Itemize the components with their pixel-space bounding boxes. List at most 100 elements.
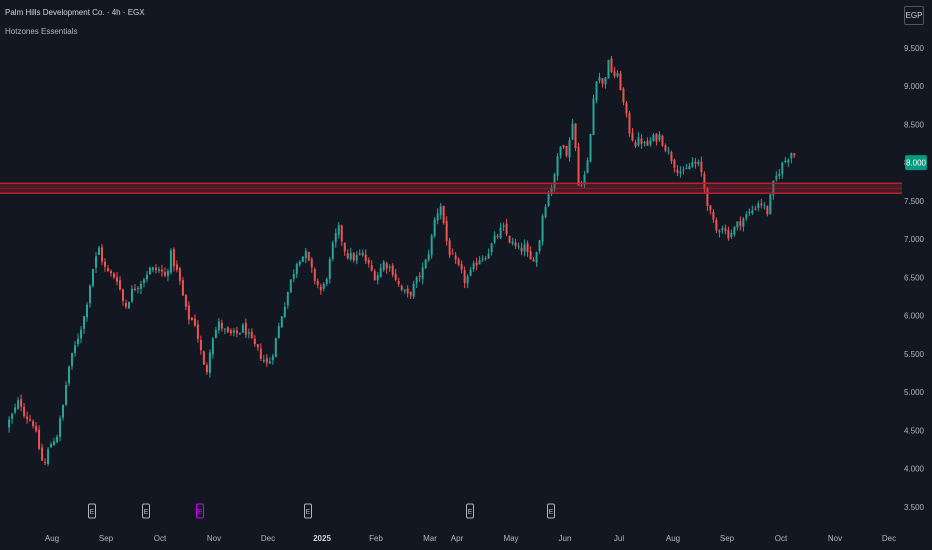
candle-body: [655, 133, 658, 142]
candle: [74, 340, 77, 357]
candle: [313, 267, 316, 285]
candle-body: [274, 338, 277, 357]
candle-body: [532, 259, 535, 262]
candle: [280, 315, 283, 329]
candle-body: [346, 253, 349, 259]
candle: [760, 199, 763, 209]
candle: [112, 272, 115, 280]
candle-body: [265, 358, 268, 363]
candle: [289, 279, 292, 294]
candle: [250, 328, 253, 339]
candle: [23, 402, 26, 419]
candle-body: [295, 263, 298, 274]
candle: [190, 316, 193, 321]
hotzone: [0, 182, 902, 194]
earnings-icon[interactable]: E: [142, 503, 150, 519]
candle: [442, 205, 445, 225]
candle-body: [589, 133, 592, 162]
candle: [44, 458, 47, 466]
candle: [265, 353, 268, 367]
candle-body: [32, 421, 35, 426]
candle: [724, 224, 727, 235]
candle-body: [391, 265, 394, 275]
candle-body: [244, 322, 247, 335]
candle: [766, 205, 769, 217]
y-tick-label: 4.500: [904, 426, 925, 435]
chart-title: Palm Hills Development Co. · 4h · EGX: [5, 8, 145, 17]
earnings-icon[interactable]: E: [88, 503, 96, 519]
candle-body: [703, 173, 706, 190]
candle: [274, 337, 277, 358]
candle-body: [193, 318, 196, 326]
candle-body: [334, 233, 337, 243]
candle-body: [709, 205, 712, 211]
candle-body: [205, 365, 208, 373]
candle: [631, 128, 634, 142]
candle: [544, 204, 547, 219]
candle-body: [104, 261, 107, 267]
earnings-icon[interactable]: E: [547, 503, 555, 519]
candle-body: [535, 252, 538, 263]
candle-body: [367, 259, 370, 264]
svg-text:E: E: [144, 509, 149, 516]
candle-body: [586, 160, 589, 174]
x-tick-label: Oct: [775, 534, 788, 543]
candle-body: [68, 366, 71, 384]
candle-body: [175, 264, 178, 270]
candle: [598, 72, 601, 84]
candle: [619, 70, 622, 91]
candle: [50, 441, 53, 448]
candle-body: [430, 235, 433, 256]
candle-body: [65, 385, 68, 405]
candle-body: [505, 223, 508, 235]
earnings-icon[interactable]: E: [304, 503, 312, 519]
candle: [523, 239, 526, 257]
candle-body: [71, 352, 74, 367]
x-tick-label: Dec: [261, 534, 275, 543]
candle: [778, 169, 781, 180]
candle-body: [523, 244, 526, 252]
candle: [184, 294, 187, 311]
candle: [601, 77, 604, 88]
candle: [8, 416, 11, 433]
candle-body: [286, 291, 289, 306]
indicator-label[interactable]: Hotzones Essentials: [5, 27, 78, 36]
candle-body: [718, 230, 721, 233]
candle: [607, 59, 610, 79]
x-tick-label: Sep: [99, 534, 114, 543]
currency-button[interactable]: EGP: [904, 6, 924, 25]
candle-body: [262, 360, 265, 362]
candle: [460, 260, 463, 274]
candle: [247, 328, 250, 339]
candle: [379, 263, 382, 278]
candle-body: [394, 273, 397, 280]
candle-body: [622, 88, 625, 103]
candle: [98, 245, 101, 256]
candle: [388, 264, 391, 272]
candle-body: [397, 281, 400, 285]
candle-body: [364, 254, 367, 262]
x-tick-label: Nov: [828, 534, 842, 543]
candle-body: [559, 146, 562, 157]
candle-body: [44, 462, 47, 464]
candle: [643, 140, 646, 147]
candle: [361, 249, 364, 257]
candle-body: [382, 261, 385, 270]
candle-body: [715, 219, 718, 231]
earnings-icon[interactable]: E: [196, 503, 204, 519]
candle: [625, 101, 628, 118]
candle: [172, 247, 175, 272]
candle: [38, 425, 41, 451]
candle: [133, 283, 136, 292]
candle-body: [439, 206, 442, 215]
candle: [613, 66, 616, 79]
candle: [130, 285, 133, 304]
earnings-icon[interactable]: E: [466, 503, 474, 519]
candle: [685, 163, 688, 170]
candle-body: [469, 269, 472, 276]
candle: [370, 260, 373, 272]
candle: [457, 257, 460, 267]
x-axis[interactable]: Aug Sep Oct Nov Dec 2025 Feb Mar Apr May Jun Jul Aug…: [45, 534, 896, 543]
candle: [199, 335, 202, 355]
